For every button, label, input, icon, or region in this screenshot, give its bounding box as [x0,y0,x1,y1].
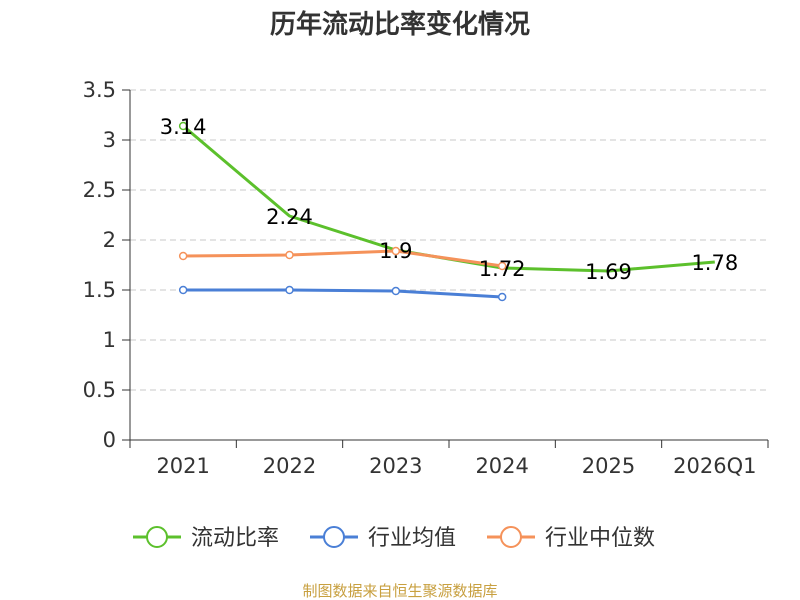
series-2-point-1 [285,250,294,260]
series-1-point-1 [285,285,294,295]
y-tick-label: 1 [103,328,116,352]
series-2-point-3 [497,261,507,271]
series-2-point-2 [391,246,401,256]
y-tick-label: 0 [103,428,116,452]
series-1-point-2 [391,286,401,296]
y-tick-label: 2 [103,228,116,252]
data-labels: 3.14 2.24 1.9 1.72 1.69 1.78 [160,115,738,284]
axes: 0 0.5 1 1.5 2 2.5 3 3.5 2021 2022 2023 2024 2025 2026… [83,78,769,478]
legend-marker-2 [500,526,522,548]
series-1-point-3 [497,292,507,302]
series-2-point-0 [178,251,188,261]
source-note: 制图数据来自恒生聚源数据库 [302,582,497,600]
data-label: 1.9 [379,239,412,263]
y-tick-label: 3.5 [83,78,116,102]
legend-marker-0 [146,526,168,548]
series-layer [178,121,715,302]
data-label: 1.72 [479,257,526,281]
data-label: 3.14 [160,115,207,139]
y-tick-label: 3 [103,128,116,152]
legend-label: 行业均值 [368,526,456,551]
legend-label: 行业中位数 [545,526,655,551]
legend: 流动比率 行业均值 行业中位数 [133,526,655,551]
x-tick-label: 2023 [369,454,422,478]
data-label: 2.24 [266,205,313,229]
chart-title: 历年流动比率变化情况 [270,9,530,40]
data-label: 1.69 [585,260,632,284]
y-tick-label: 2.5 [83,178,116,202]
y-tick-label: 1.5 [83,278,116,302]
y-tick-label: 0.5 [83,378,116,402]
series-0-point-0 [178,121,188,131]
x-tick-label: 2026Q1 [673,454,756,478]
x-tick-label: 2021 [156,454,209,478]
x-tick-label: 2025 [582,454,635,478]
x-tick-label: 2024 [475,454,528,478]
legend-label: 流动比率 [191,526,279,551]
series-1-point-0 [178,285,188,295]
series-line-0 [182,124,715,273]
grid [130,89,768,391]
series-line-1 [183,288,503,299]
data-label: 1.78 [691,251,738,275]
legend-marker-1 [323,526,345,548]
x-tick-label: 2022 [263,454,316,478]
series-line-2 [183,249,503,268]
